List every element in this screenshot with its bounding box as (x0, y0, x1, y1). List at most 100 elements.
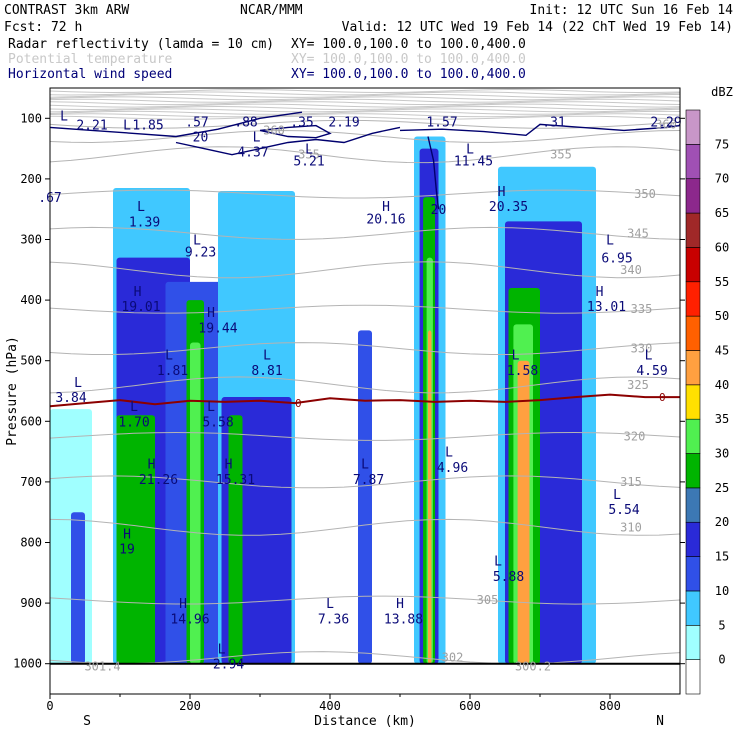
colorbar-unit-label: dBZ (711, 85, 733, 99)
wind-contour-label: H (498, 185, 506, 200)
theta-contour-line (49, 119, 681, 129)
wind-contour-label: 19.44 (198, 321, 237, 336)
wind-contour-label: 7.87 (353, 473, 384, 488)
wind-contour-label: H (596, 285, 604, 300)
theta-contour-label: 350 (634, 187, 656, 201)
wind-speed-contour (399, 123, 681, 137)
wind-contour-label: .88 (234, 115, 257, 130)
colorbar-swatch (685, 556, 701, 592)
wind-contour-label: L (645, 349, 653, 364)
y-tick-label: 1000 (13, 657, 42, 671)
theta-contour-line (49, 98, 681, 103)
colorbar-tick-label: 70 (715, 172, 729, 186)
wind-contour-label: 11.45 (454, 155, 493, 170)
colorbar: 0 5 10 15 20 25 30 35 40 45 50 55 60 65 70 75 dBZ (685, 85, 733, 695)
theta-contour-line (49, 113, 681, 118)
wind-speed-contour (259, 124, 332, 139)
wind-contour-label: H (207, 306, 215, 321)
wind-contour-label: L (60, 109, 68, 124)
reflectivity-cell (517, 360, 530, 664)
reflectivity-cell (190, 342, 201, 664)
colorbar-tick-label: 60 (715, 240, 729, 254)
wind-contour-label: L (218, 643, 226, 658)
colorbar-swatch (685, 315, 701, 351)
wind-contour-label: 2.94 (213, 658, 244, 673)
wind-contour-label: H (396, 597, 404, 612)
wind-speed-contour (49, 111, 303, 138)
theta-contour-label: 310 (620, 520, 642, 534)
wind-contour-label: .57 (185, 115, 208, 130)
theta-contour-line (49, 88, 681, 94)
y-axis-label: Pressure (hPa) (5, 336, 20, 446)
theta-contour-label: 335 (631, 302, 653, 316)
freezing-level-label: 0 (295, 397, 302, 410)
colorbar-tick-label: 20 (715, 515, 729, 529)
colorbar-tick-label: 25 (715, 481, 729, 495)
y-tick-label: 800 (20, 536, 42, 550)
wind-contour-label: 4.96 (437, 461, 468, 476)
wind-contour-label: L (361, 458, 369, 473)
wind-contour-label: L (606, 234, 614, 249)
header-field-range: XY= 100.0,100.0 to 100.0,400.0 (291, 67, 526, 82)
header-field-range: XY= 100.0,100.0 to 100.0,400.0 (291, 37, 526, 52)
wind-contour-label: 3.84 (55, 391, 86, 406)
reflectivity-cell (228, 415, 243, 664)
wind-speed-contour (427, 136, 440, 210)
wind-contour-label: L (613, 488, 621, 503)
theta-contour-label: 360 (655, 117, 677, 131)
wind-contour-label: L (207, 400, 215, 415)
colorbar-swatch (685, 144, 701, 180)
colorbar-swatch (685, 590, 701, 626)
theta-contour-label: 340 (620, 263, 642, 277)
theta-contour-line (49, 595, 681, 605)
wind-contour-label: 5.88 (493, 570, 524, 585)
freezing-level-line (49, 393, 680, 408)
y-tick-label: 900 (20, 596, 42, 610)
wind-contour-label: 13.01 (587, 300, 626, 315)
wind-contour-label: L (130, 400, 138, 415)
wind-contour-label: 20 (193, 130, 209, 145)
wind-contour-label: 5.21 (293, 155, 324, 170)
wind-contour-label: .31 (542, 115, 565, 130)
colorbar-swatch (685, 247, 701, 283)
wind-contour-label: 4.37 (237, 146, 268, 161)
wind-contour-label: 8.81 (251, 364, 282, 379)
wind-contour-label: H (148, 458, 156, 473)
wind-contour-label: 5.58 (202, 415, 233, 430)
theta-contour-label: 301.4 (84, 660, 120, 674)
colorbar-tick-label: 0 (718, 653, 725, 667)
colorbar-tick-label: 15 (715, 550, 729, 564)
colorbar-tick-label: 35 (715, 412, 729, 426)
colorbar-swatch (685, 212, 701, 248)
wind-contour-label: 20 (431, 203, 447, 218)
colorbar-tick-label: 55 (715, 275, 729, 289)
colorbar-swatch (685, 521, 701, 557)
theta-contour-label: 300.2 (515, 660, 551, 674)
wind-contour-label: 13.88 (384, 612, 423, 627)
colorbar-tick-label: 50 (715, 309, 729, 323)
theta-contour-line (49, 304, 681, 314)
wind-contour-label: L (445, 446, 453, 461)
wind-contour-label: 5.54 (608, 503, 639, 518)
x-axis-north-label: N (656, 714, 664, 729)
colorbar-swatch (685, 178, 701, 214)
wind-contour-label: H (382, 200, 390, 215)
theta-contour-line (49, 431, 681, 441)
colorbar-swatch (685, 624, 701, 660)
x-tick-label: 400 (319, 699, 341, 713)
colorbar-swatch (685, 659, 701, 695)
header-field-label: Potential temperature (8, 52, 173, 67)
theta-contour-line (49, 342, 681, 355)
wind-contour-label: 21.26 (139, 473, 178, 488)
colorbar-tick-label: 45 (715, 343, 729, 357)
header-field-label: Horizontal wind speed (8, 67, 172, 82)
theta-contour-label: 345 (627, 226, 649, 240)
wind-contour-label: H (123, 527, 131, 542)
wind-contour-label: 2.29 (650, 115, 681, 130)
wind-contour-label: H (179, 597, 187, 612)
reflectivity-cell (71, 512, 85, 664)
theta-contour-label: 355 (298, 148, 320, 162)
wind-contour-label: 19 (119, 543, 135, 558)
